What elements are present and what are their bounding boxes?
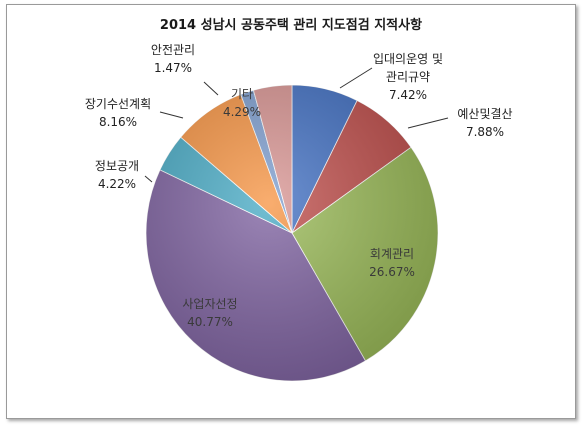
slice-name-label-1: 예산및결산	[457, 107, 512, 121]
slice-name-label-5: 장기수선계획	[85, 97, 151, 111]
leader-line-0	[339, 67, 373, 89]
slice-name-label-7: 기타	[231, 87, 253, 101]
slice-value-label-3: 40.77%	[187, 315, 233, 329]
slice-value-label-1: 7.88%	[466, 125, 504, 139]
slice-name-label-6: 안전관리	[151, 43, 195, 57]
slice-value-label-0: 7.42%	[389, 88, 427, 102]
leader-line-5	[159, 111, 184, 119]
pie-shading	[146, 85, 438, 381]
slice-name-label-4: 정보공개	[95, 159, 139, 173]
slice-value-label-5: 8.16%	[99, 115, 137, 129]
chart-title: 2014 성남시 공동주택 관리 지도점검 지적사항	[159, 18, 423, 33]
leader-line-6	[203, 81, 219, 96]
slice-name-label-2: 회계관리	[370, 247, 414, 261]
slice-name-label-3: 사업자선정	[182, 297, 237, 311]
slice-value-label-6: 1.47%	[154, 61, 192, 75]
slice-value-label-7: 4.29%	[223, 105, 261, 119]
leader-line-1	[407, 117, 449, 129]
slice-value-label-4: 4.22%	[98, 177, 136, 191]
slice-value-label-2: 26.67%	[369, 265, 415, 279]
slice-name-label-0: 관리규약	[386, 69, 430, 84]
leader-line-4	[144, 175, 153, 183]
slice-name-label-0: 입대의운영 및	[373, 52, 443, 66]
